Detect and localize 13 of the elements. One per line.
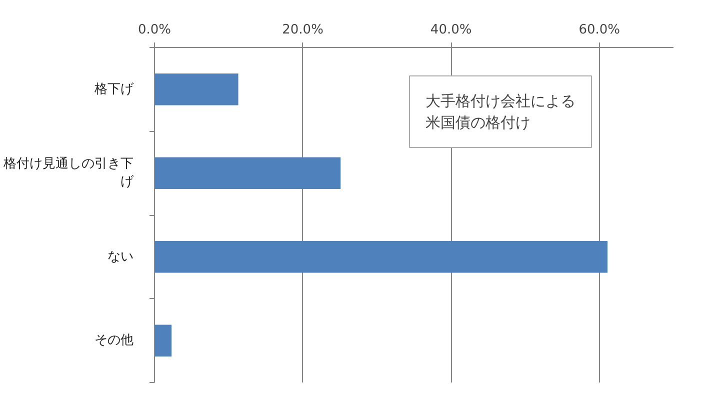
- y-tick-label: ない: [108, 249, 134, 264]
- y-tick-label: 格下げ: [94, 82, 134, 97]
- bar: [154, 157, 341, 190]
- bar: [154, 73, 238, 106]
- x-tick-label: 20.0%: [282, 22, 324, 38]
- x-tick-label: 40.0%: [430, 22, 472, 38]
- x-tick-label: 0.0%: [138, 22, 172, 38]
- x-tick-label: 60.0%: [578, 22, 620, 38]
- y-tick-label: 格付け見通しの引き下げ: [2, 156, 134, 190]
- text: 大手格付け会社による米国債の格付け: [426, 92, 576, 132]
- bar: [154, 324, 172, 357]
- y-tick-label: その他: [94, 333, 134, 348]
- bar: [154, 240, 608, 273]
